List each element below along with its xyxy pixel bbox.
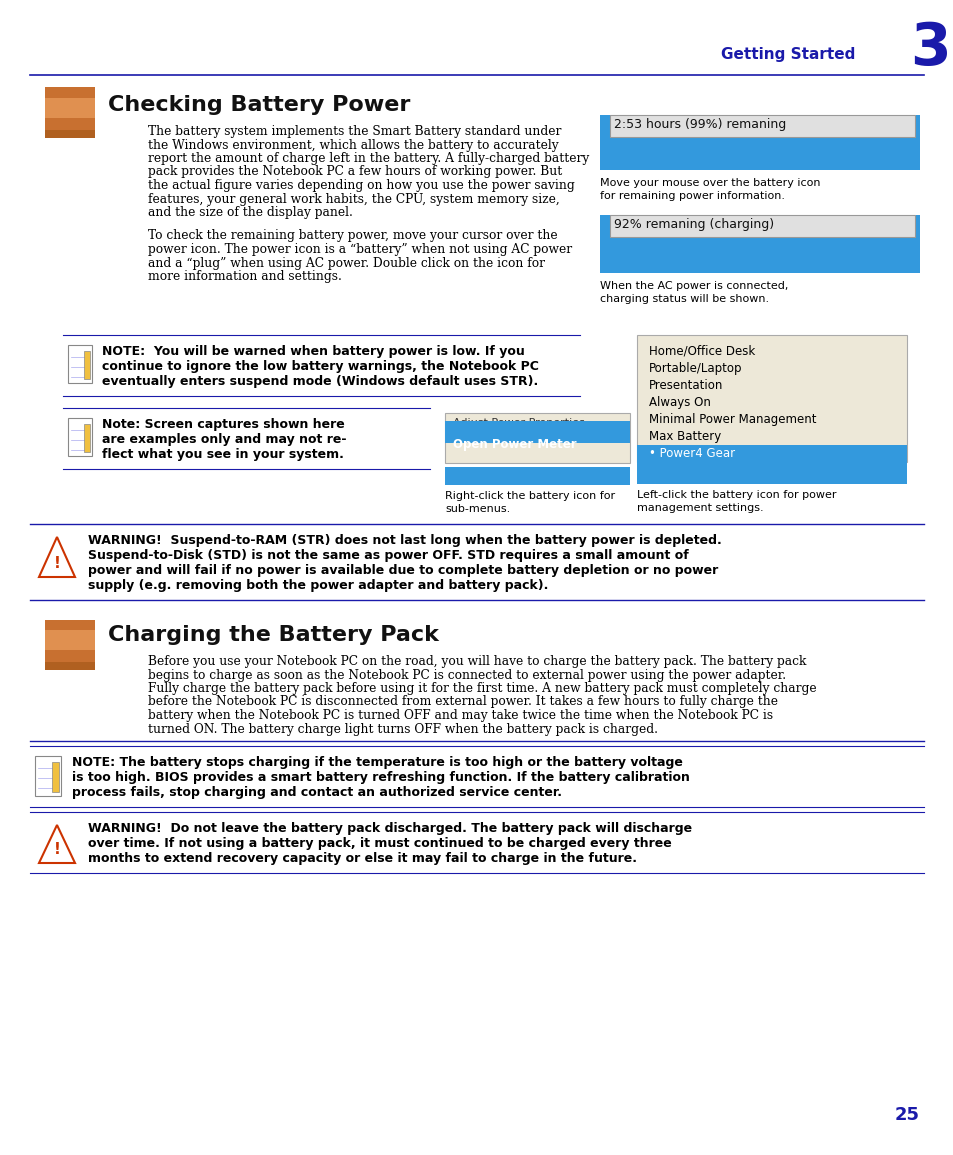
Text: To check the remaining battery power, move your cursor over the: To check the remaining battery power, mo… [148,230,558,243]
Text: pack provides the Notebook PC a few hours of working power. But: pack provides the Notebook PC a few hour… [148,165,561,179]
Text: over time. If not using a battery pack, it must continued to be charged every th: over time. If not using a battery pack, … [88,837,671,850]
Text: The battery system implements the Smart Battery standard under: The battery system implements the Smart … [148,125,560,137]
Text: Charging the Battery Pack: Charging the Battery Pack [108,625,438,644]
Text: Open Power Meter: Open Power Meter [453,438,576,450]
Text: more information and settings.: more information and settings. [148,270,341,283]
Text: • Power4 Gear: • Power4 Gear [648,447,735,460]
Text: Max Battery: Max Battery [648,430,720,444]
Text: turned ON. The battery charge light turns OFF when the battery pack is charged.: turned ON. The battery charge light turn… [148,723,658,736]
Text: Note: Screen captures shown here: Note: Screen captures shown here [102,418,344,431]
Text: battery when the Notebook PC is turned OFF and may take twice the time when the : battery when the Notebook PC is turned O… [148,709,772,722]
Text: power icon. The power icon is a “battery” when not using AC power: power icon. The power icon is a “battery… [148,243,572,256]
Bar [45,131,95,137]
Text: Suspend-to-Disk (STD) is not the same as power OFF. STD requires a small amount : Suspend-to-Disk (STD) is not the same as… [88,549,688,562]
Text: months to extend recovery capacity or else it may fail to charge in the future.: months to extend recovery capacity or el… [88,852,637,865]
Bar [45,87,95,135]
Text: !: ! [53,842,60,857]
Text: Right-click the battery icon for: Right-click the battery icon for [444,491,615,501]
Bar [444,413,629,463]
Text: Before you use your Notebook PC on the road, you will have to charge the battery: Before you use your Notebook PC on the r… [148,655,805,668]
Bar [84,351,90,379]
Text: sub-menus.: sub-menus. [444,504,510,514]
Text: Left-click the battery icon for power: Left-click the battery icon for power [637,490,836,500]
Bar [599,215,919,273]
Text: WARNING!  Suspend-to-RAM (STR) does not last long when the battery power is depl: WARNING! Suspend-to-RAM (STR) does not l… [88,534,721,547]
Text: and the size of the display panel.: and the size of the display panel. [148,206,353,219]
Bar [609,215,914,237]
Text: flect what you see in your system.: flect what you see in your system. [102,448,343,461]
Bar [45,620,95,668]
Text: Presentation: Presentation [648,379,722,392]
Text: begins to charge as soon as the Notebook PC is connected to external power using: begins to charge as soon as the Notebook… [148,669,785,681]
Text: Portable/Laptop: Portable/Laptop [648,362,741,375]
Text: eventually enters suspend mode (Windows default uses STR).: eventually enters suspend mode (Windows … [102,375,537,388]
Text: Fully charge the battery pack before using it for the first time. A new battery : Fully charge the battery pack before usi… [148,681,816,695]
Text: 25: 25 [894,1106,919,1124]
Bar [637,445,906,462]
Bar [52,762,59,792]
Bar [68,345,91,383]
Bar [68,418,91,456]
Text: report the amount of charge left in the battery. A fully-charged battery: report the amount of charge left in the … [148,152,589,165]
Text: Getting Started: Getting Started [720,47,854,62]
Text: NOTE: The battery stops charging if the temperature is too high or the battery v: NOTE: The battery stops charging if the … [71,757,682,769]
Bar [609,116,914,137]
Bar [84,424,90,452]
Text: management settings.: management settings. [637,502,762,513]
Text: the Windows environment, which allows the battery to accurately: the Windows environment, which allows th… [148,139,558,151]
Bar [599,116,919,170]
Text: WARNING!  Do not leave the battery pack discharged. The battery pack will discha: WARNING! Do not leave the battery pack d… [88,822,691,835]
Text: are examples only and may not re-: are examples only and may not re- [102,433,346,446]
Bar [444,467,629,485]
Text: When the AC power is connected,: When the AC power is connected, [599,281,787,291]
Text: Move your mouse over the battery icon: Move your mouse over the battery icon [599,178,820,188]
Text: !: ! [53,557,60,572]
Text: supply (e.g. removing both the power adapter and battery pack).: supply (e.g. removing both the power ada… [88,579,548,593]
Bar [444,422,629,444]
Bar [45,662,95,670]
Text: 3: 3 [909,20,949,76]
Text: Adjust Power Properties: Adjust Power Properties [453,418,584,429]
Text: continue to ignore the low battery warnings, the Notebook PC: continue to ignore the low battery warni… [102,360,538,373]
Text: Checking Battery Power: Checking Battery Power [108,95,410,116]
Text: power and will fail if no power is available due to complete battery depletion o: power and will fail if no power is avail… [88,564,718,578]
Text: Always On: Always On [648,396,710,409]
Text: features, your general work habits, the CPU, system memory size,: features, your general work habits, the … [148,193,559,206]
Bar [35,757,61,796]
Bar [637,335,906,462]
Text: NOTE:  You will be warned when battery power is low. If you: NOTE: You will be warned when battery po… [102,345,524,358]
Text: charging status will be shown.: charging status will be shown. [599,295,768,304]
Text: is too high. BIOS provides a smart battery refreshing function. If the battery c: is too high. BIOS provides a smart batte… [71,772,689,784]
Text: before the Notebook PC is disconnected from external power. It takes a few hours: before the Notebook PC is disconnected f… [148,695,778,708]
Text: Home/Office Desk: Home/Office Desk [648,345,755,358]
Bar [45,629,95,650]
Text: and a “plug” when using AC power. Double click on the icon for: and a “plug” when using AC power. Double… [148,256,544,269]
Text: the actual figure varies depending on how you use the power saving: the actual figure varies depending on ho… [148,179,574,192]
Text: 92% remaning (charging): 92% remaning (charging) [614,218,773,231]
Text: 2:53 hours (99%) remaning: 2:53 hours (99%) remaning [614,118,785,131]
Bar [637,462,906,484]
Text: process fails, stop charging and contact an authorized service center.: process fails, stop charging and contact… [71,787,561,799]
Bar [45,98,95,118]
Text: for remaining power information.: for remaining power information. [599,191,784,201]
Text: Minimal Power Management: Minimal Power Management [648,413,816,426]
